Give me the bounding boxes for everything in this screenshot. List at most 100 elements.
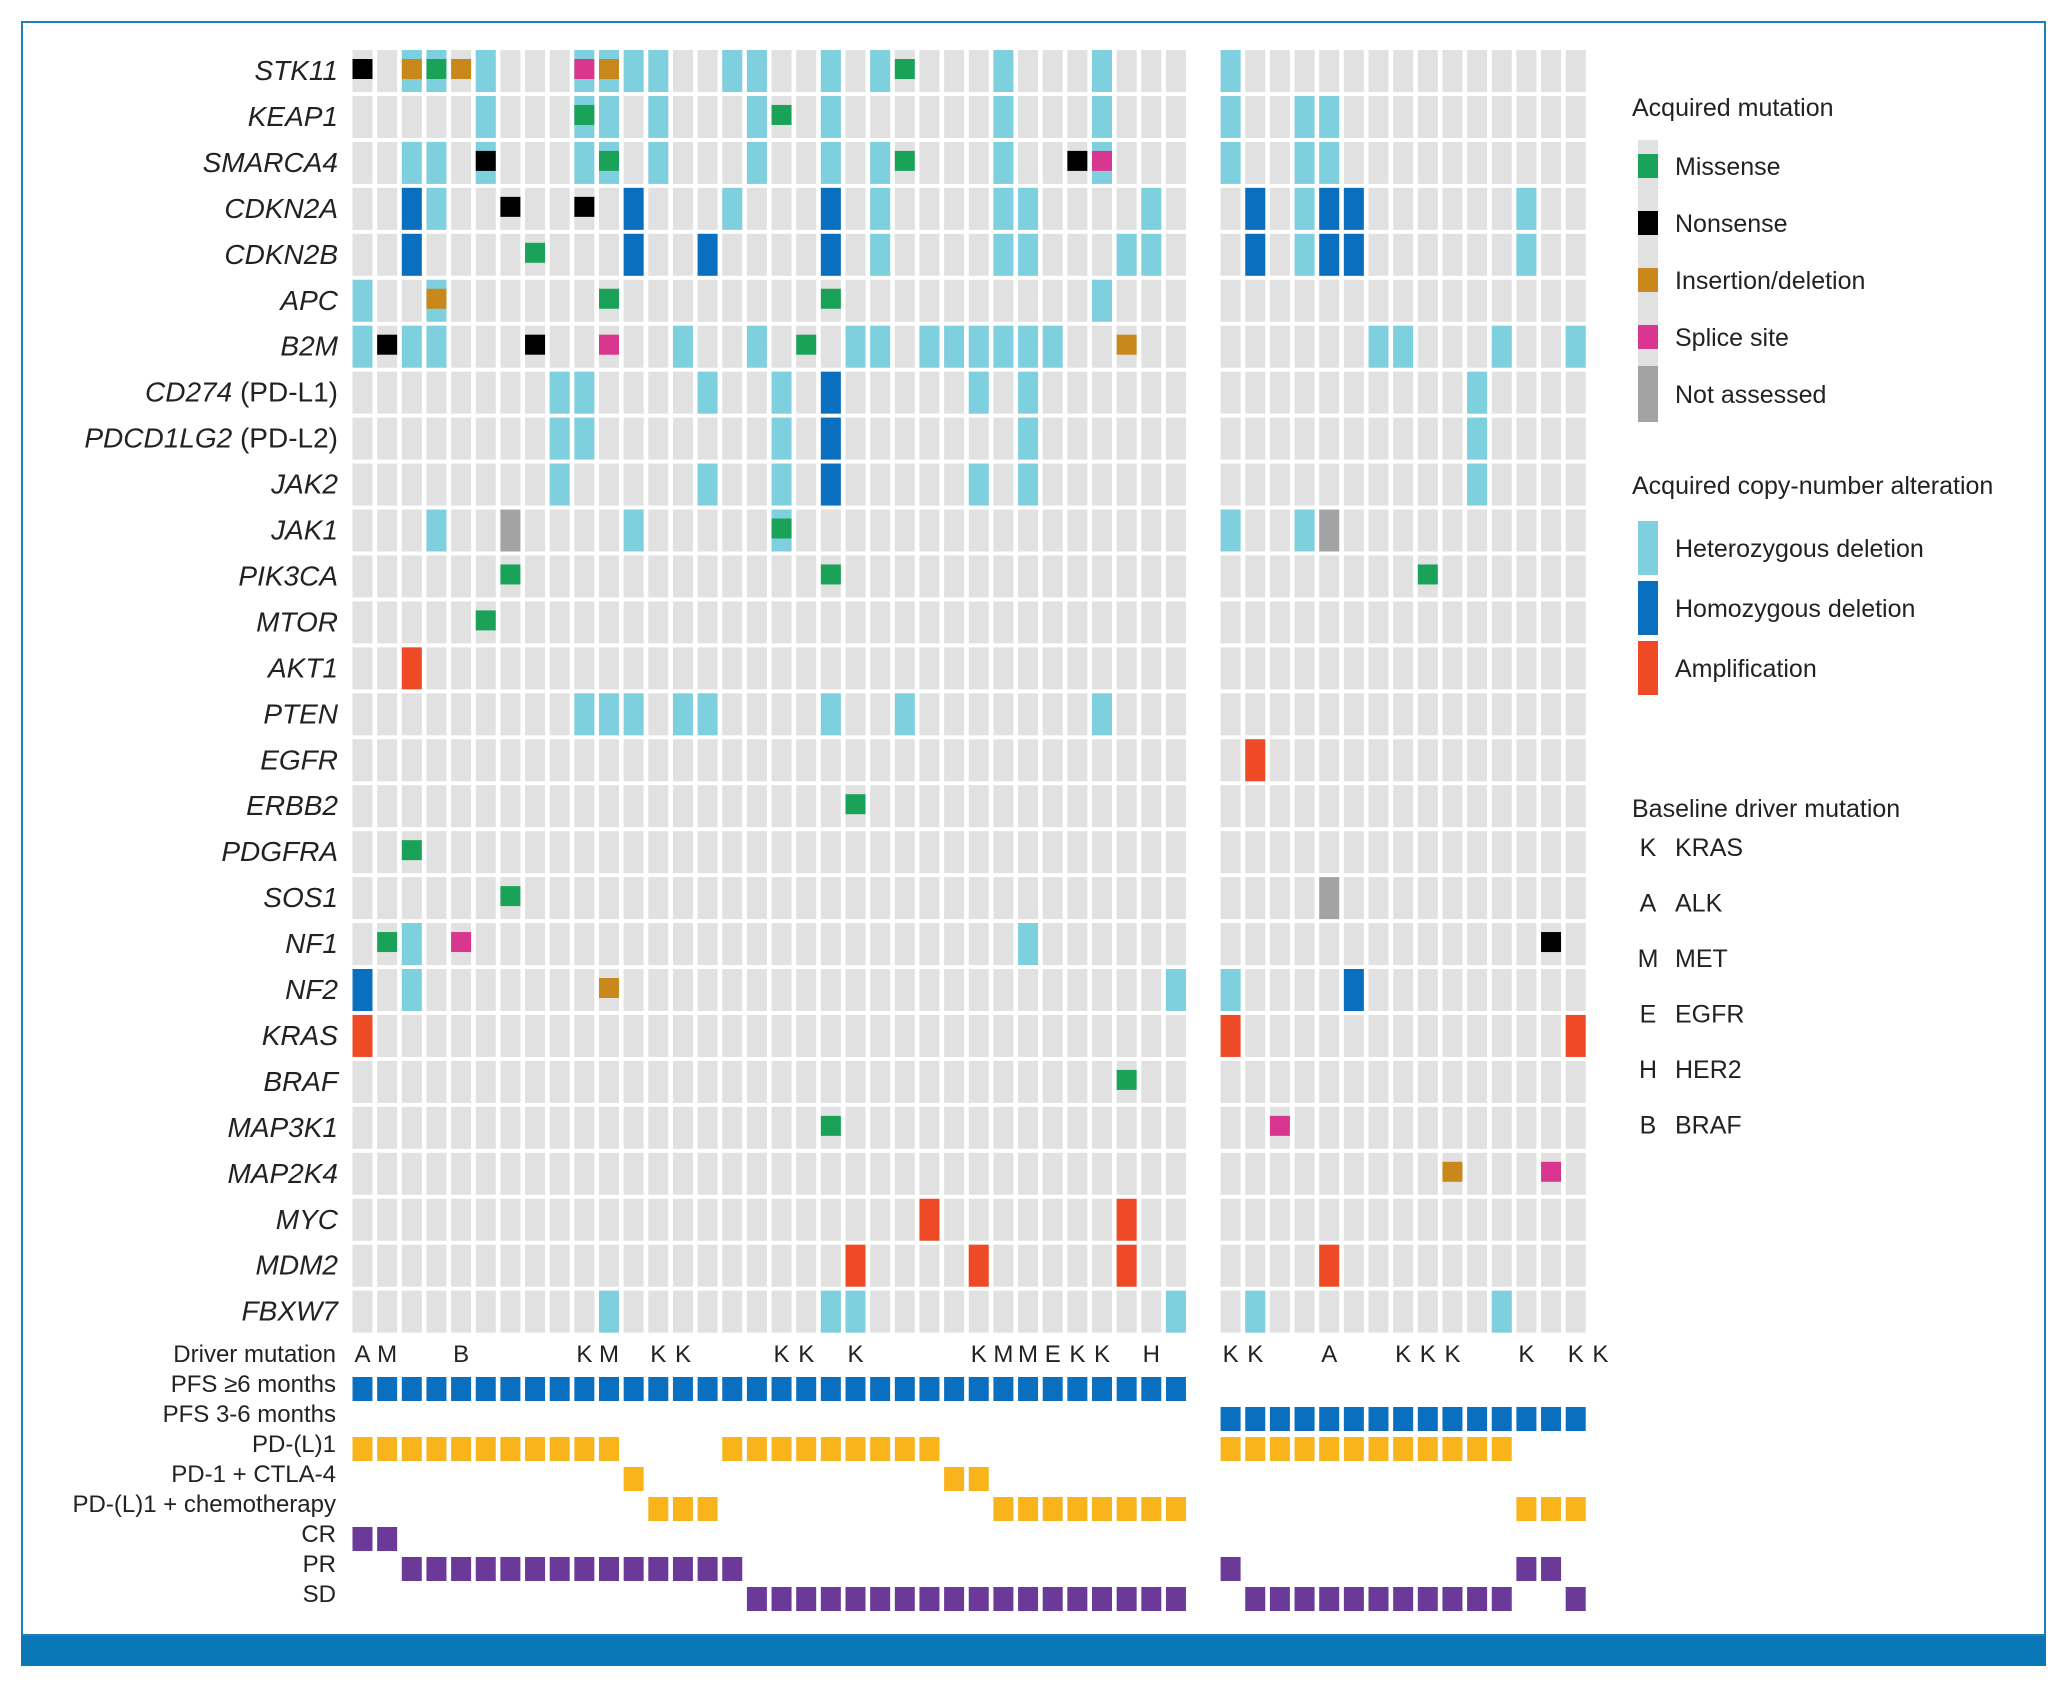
grid-cell: [820, 1060, 841, 1103]
grid-cell: [697, 95, 718, 138]
grid-cell: [796, 555, 817, 598]
het-deletion-cell: [1393, 325, 1414, 368]
treatment-mark: [426, 1437, 447, 1461]
legend-label: ALK: [1675, 890, 1723, 918]
pfs-mark: [599, 1377, 619, 1401]
grid-cell: [475, 647, 496, 690]
splice-site-mark: [451, 932, 472, 953]
grid-cell: [648, 969, 669, 1011]
grid-cell: [1220, 325, 1241, 368]
grid-cell: [1269, 371, 1290, 414]
grid-cell: [1165, 1060, 1186, 1103]
grid-cell: [1368, 187, 1389, 230]
grid-cell: [1467, 1198, 1488, 1241]
grid-cell: [475, 279, 496, 322]
grid-cell: [352, 601, 373, 644]
grid-cell: [1116, 647, 1137, 690]
grid-cell: [1393, 95, 1414, 138]
grid-cell: [1516, 785, 1537, 828]
grid-cell: [870, 785, 891, 828]
grid-cell: [1165, 1152, 1186, 1195]
grid-cell: [1417, 877, 1438, 920]
grid-cell: [845, 463, 866, 506]
legend-driver-code: B: [1640, 1112, 1657, 1140]
grid-cell: [475, 785, 496, 828]
grid-cell: [549, 1106, 570, 1149]
grid-cell: [475, 371, 496, 414]
grid-cell: [599, 1244, 619, 1287]
grid-cell: [1565, 1106, 1586, 1149]
grid-cell: [1516, 141, 1537, 184]
grid-cell: [968, 601, 989, 644]
grid-cell: [697, 785, 718, 828]
pfs-mark: [623, 1377, 644, 1401]
treatment-mark: [870, 1437, 891, 1461]
grid-cell: [697, 1152, 718, 1195]
grid-cell: [894, 325, 915, 368]
grid-cell: [672, 1014, 693, 1057]
grid-cell: [771, 1290, 792, 1333]
grid-cell: [1269, 647, 1290, 690]
grid-cell: [1141, 279, 1162, 322]
grid-cell: [1417, 509, 1438, 552]
grid-cell: [697, 923, 718, 966]
het-deletion-cell: [1491, 325, 1512, 368]
grid-cell: [1018, 95, 1039, 138]
het-deletion-cell: [1294, 187, 1315, 230]
grid-cell: [1245, 1106, 1266, 1149]
grid-cell: [697, 877, 718, 920]
grid-cell: [1516, 831, 1537, 874]
grid-cell: [845, 739, 866, 782]
grid-cell: [944, 1244, 965, 1287]
grid-cell: [870, 739, 891, 782]
treatment-mark: [1141, 1497, 1162, 1521]
treatment-mark: [1245, 1437, 1266, 1461]
hom-deletion-cell: [820, 233, 841, 276]
grid-cell: [1319, 601, 1340, 644]
grid-cell: [697, 509, 718, 552]
grid-cell: [525, 1060, 546, 1103]
grid-cell: [870, 969, 891, 1011]
grid-cell: [475, 923, 496, 966]
treatment-mark: [451, 1437, 472, 1461]
grid-cell: [796, 509, 817, 552]
gene-label: MAP3K1: [228, 1112, 339, 1143]
grid-cell: [1368, 371, 1389, 414]
grid-cell: [401, 95, 422, 138]
grid-cell: [623, 877, 644, 920]
grid-cell: [919, 1152, 940, 1195]
grid-cell: [1245, 1152, 1266, 1195]
gene-name: PDGFRA: [221, 836, 338, 867]
grid-cell: [648, 325, 669, 368]
het-deletion-cell: [648, 50, 669, 92]
grid-cell: [1042, 50, 1063, 92]
grid-cell: [1294, 601, 1315, 644]
grid-cell: [1220, 693, 1241, 736]
missense-mark: [845, 794, 866, 815]
grid-cell: [944, 187, 965, 230]
het-deletion-cell: [845, 325, 866, 368]
grid-cell: [1442, 233, 1463, 276]
grid-cell: [722, 1060, 743, 1103]
grid-cell: [1092, 187, 1112, 230]
grid-cell: [1294, 1198, 1315, 1241]
grid-cell: [1393, 279, 1414, 322]
indel-mark: [451, 59, 472, 79]
treatment-mark: [1541, 1497, 1562, 1521]
amplification-cell: [968, 1244, 989, 1287]
grid-cell: [1368, 923, 1389, 966]
treatment-mark: [352, 1437, 373, 1461]
het-deletion-cell: [1516, 187, 1537, 230]
grid-cell: [352, 785, 373, 828]
legend-cnv-title: Acquired copy-number alteration: [1632, 472, 1993, 500]
pfs-3-6-label: PFS 3-6 months: [163, 1401, 336, 1428]
gene-name: MAP2K4: [228, 1158, 339, 1189]
treatment-mark: [1393, 1437, 1414, 1461]
grid-cell: [623, 1198, 644, 1241]
grid-cell: [599, 1106, 619, 1149]
grid-cell: [426, 463, 447, 506]
gene-name: NF1: [285, 928, 338, 959]
grid-cell: [1116, 509, 1137, 552]
grid-cell: [1417, 1060, 1438, 1103]
pfs-mark: [1565, 1407, 1586, 1431]
